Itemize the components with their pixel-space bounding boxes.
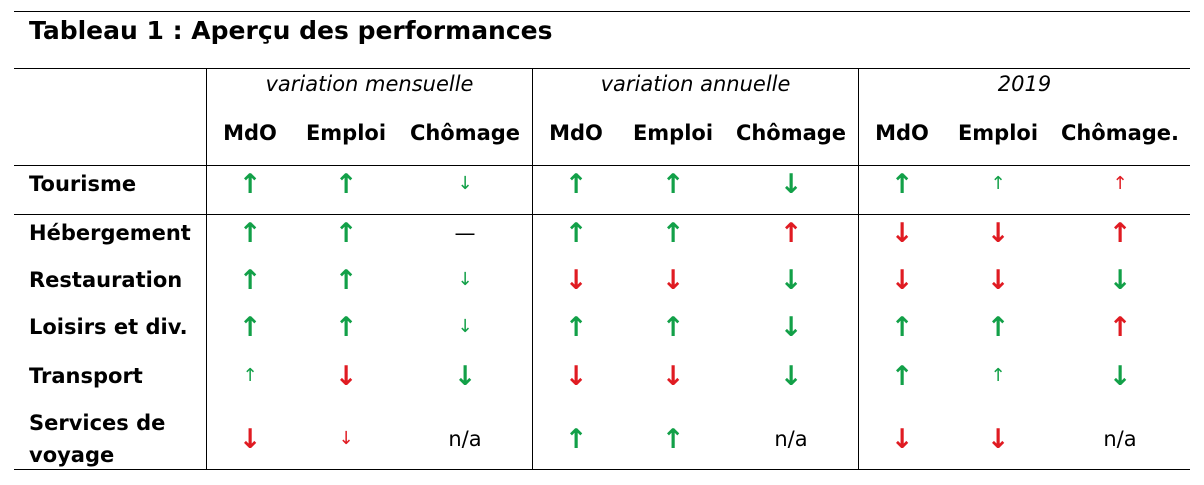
arrow-up-icon: ↑ bbox=[564, 217, 588, 249]
subheader-chomage-2019: Chômage. bbox=[1060, 121, 1180, 145]
group-header-annual: variation annuelle bbox=[600, 72, 791, 96]
arrow-up-icon: ↑ bbox=[1108, 311, 1132, 343]
subheader-emploi-monthly: Emploi bbox=[305, 121, 387, 145]
arrow-up-icon: ↑ bbox=[238, 168, 262, 200]
arrow-down-icon: ↓ bbox=[457, 269, 473, 290]
arrow-up-icon: ↑ bbox=[890, 168, 914, 200]
arrow-down-icon: ↓ bbox=[1108, 264, 1132, 296]
arrow-up-icon: ↑ bbox=[986, 311, 1010, 343]
arrow-down-icon: ↓ bbox=[986, 264, 1010, 296]
row-label: Restauration bbox=[29, 264, 182, 296]
row-label: Hébergement bbox=[29, 217, 191, 249]
row-label-line: Transport bbox=[29, 364, 143, 388]
arrow-up-icon: ↑ bbox=[242, 365, 258, 386]
column-divider bbox=[858, 68, 859, 469]
row-label: Tourisme bbox=[29, 168, 136, 200]
arrow-down-icon: ↓ bbox=[1108, 360, 1132, 392]
arrow-up-icon: ↑ bbox=[1112, 173, 1128, 194]
row-label-line: Tourisme bbox=[29, 172, 137, 196]
arrow-up-icon: ↑ bbox=[334, 311, 358, 343]
subheader-mdo-annual: MdO bbox=[549, 121, 603, 145]
arrow-up-icon: ↑ bbox=[990, 365, 1006, 386]
row-label-line: Services de bbox=[29, 411, 166, 435]
subheader-chomage-annual: Chômage bbox=[735, 121, 847, 145]
arrow-down-icon: ↓ bbox=[986, 423, 1010, 455]
arrow-down-icon: ↓ bbox=[457, 173, 473, 194]
subheader-rule bbox=[14, 165, 1190, 166]
group-header-monthly: variation mensuelle bbox=[265, 72, 474, 96]
arrow-down-icon: ↓ bbox=[890, 217, 914, 249]
subheader-mdo-monthly: MdO bbox=[223, 121, 277, 145]
arrow-up-icon: ↑ bbox=[334, 217, 358, 249]
arrow-down-icon: ↓ bbox=[890, 264, 914, 296]
arrow-down-icon: ↓ bbox=[779, 168, 803, 200]
arrow-down-icon: ↓ bbox=[779, 311, 803, 343]
bottom-rule bbox=[14, 469, 1190, 470]
arrow-down-icon: ↓ bbox=[564, 360, 588, 392]
subheader-emploi-2019: Emploi bbox=[957, 121, 1039, 145]
arrow-up-icon: ↑ bbox=[564, 168, 588, 200]
indicator-na: n/a bbox=[448, 426, 482, 451]
tourisme-rule bbox=[14, 214, 1190, 215]
arrow-up-icon: ↑ bbox=[238, 311, 262, 343]
row-label: Transport bbox=[29, 360, 143, 392]
arrow-down-icon: ↓ bbox=[334, 360, 358, 392]
arrow-down-icon: ↓ bbox=[890, 423, 914, 455]
column-divider bbox=[206, 68, 207, 469]
indicator-na: n/a bbox=[1103, 426, 1137, 451]
column-divider bbox=[532, 68, 533, 469]
row-label: Services de voyage bbox=[29, 407, 165, 471]
header-rule bbox=[14, 68, 1190, 69]
arrow-up-icon: ↑ bbox=[890, 311, 914, 343]
arrow-up-icon: ↑ bbox=[564, 423, 588, 455]
arrow-up-icon: ↑ bbox=[661, 168, 685, 200]
arrow-down-icon: ↓ bbox=[453, 360, 477, 392]
arrow-up-icon: ↑ bbox=[661, 217, 685, 249]
arrow-up-icon: ↑ bbox=[890, 360, 914, 392]
arrow-down-icon: ↓ bbox=[238, 423, 262, 455]
indicator-na: n/a bbox=[774, 426, 808, 451]
arrow-down-icon: ↓ bbox=[457, 316, 473, 337]
top-rule bbox=[14, 11, 1190, 12]
row-label-line: Loisirs et div. bbox=[29, 315, 188, 339]
row-label-line: Hébergement bbox=[29, 221, 191, 245]
row-label-line: Restauration bbox=[29, 268, 183, 292]
row-label: Loisirs et div. bbox=[29, 311, 188, 343]
arrow-up-icon: ↑ bbox=[1108, 217, 1132, 249]
table-title: Tableau 1 : Aperçu des performances bbox=[29, 16, 553, 45]
arrow-up-icon: ↑ bbox=[661, 311, 685, 343]
arrow-up-icon: ↑ bbox=[238, 264, 262, 296]
arrow-down-icon: ↓ bbox=[661, 264, 685, 296]
row-label-line: voyage bbox=[29, 443, 115, 467]
arrow-up-icon: ↑ bbox=[238, 217, 262, 249]
arrow-down-icon: ↓ bbox=[338, 428, 354, 449]
arrow-down-icon: ↓ bbox=[661, 360, 685, 392]
dash-no-change: — bbox=[454, 220, 476, 245]
arrow-down-icon: ↓ bbox=[986, 217, 1010, 249]
arrow-up-icon: ↑ bbox=[779, 217, 803, 249]
arrow-down-icon: ↓ bbox=[779, 264, 803, 296]
group-header-2019: 2019 bbox=[997, 72, 1052, 96]
arrow-up-icon: ↑ bbox=[564, 311, 588, 343]
arrow-up-icon: ↑ bbox=[661, 423, 685, 455]
arrow-down-icon: ↓ bbox=[564, 264, 588, 296]
arrow-up-icon: ↑ bbox=[334, 264, 358, 296]
arrow-up-icon: ↑ bbox=[334, 168, 358, 200]
arrow-up-icon: ↑ bbox=[990, 173, 1006, 194]
arrow-down-icon: ↓ bbox=[779, 360, 803, 392]
subheader-emploi-annual: Emploi bbox=[632, 121, 714, 145]
subheader-chomage-monthly: Chômage bbox=[409, 121, 521, 145]
subheader-mdo-2019: MdO bbox=[875, 121, 929, 145]
